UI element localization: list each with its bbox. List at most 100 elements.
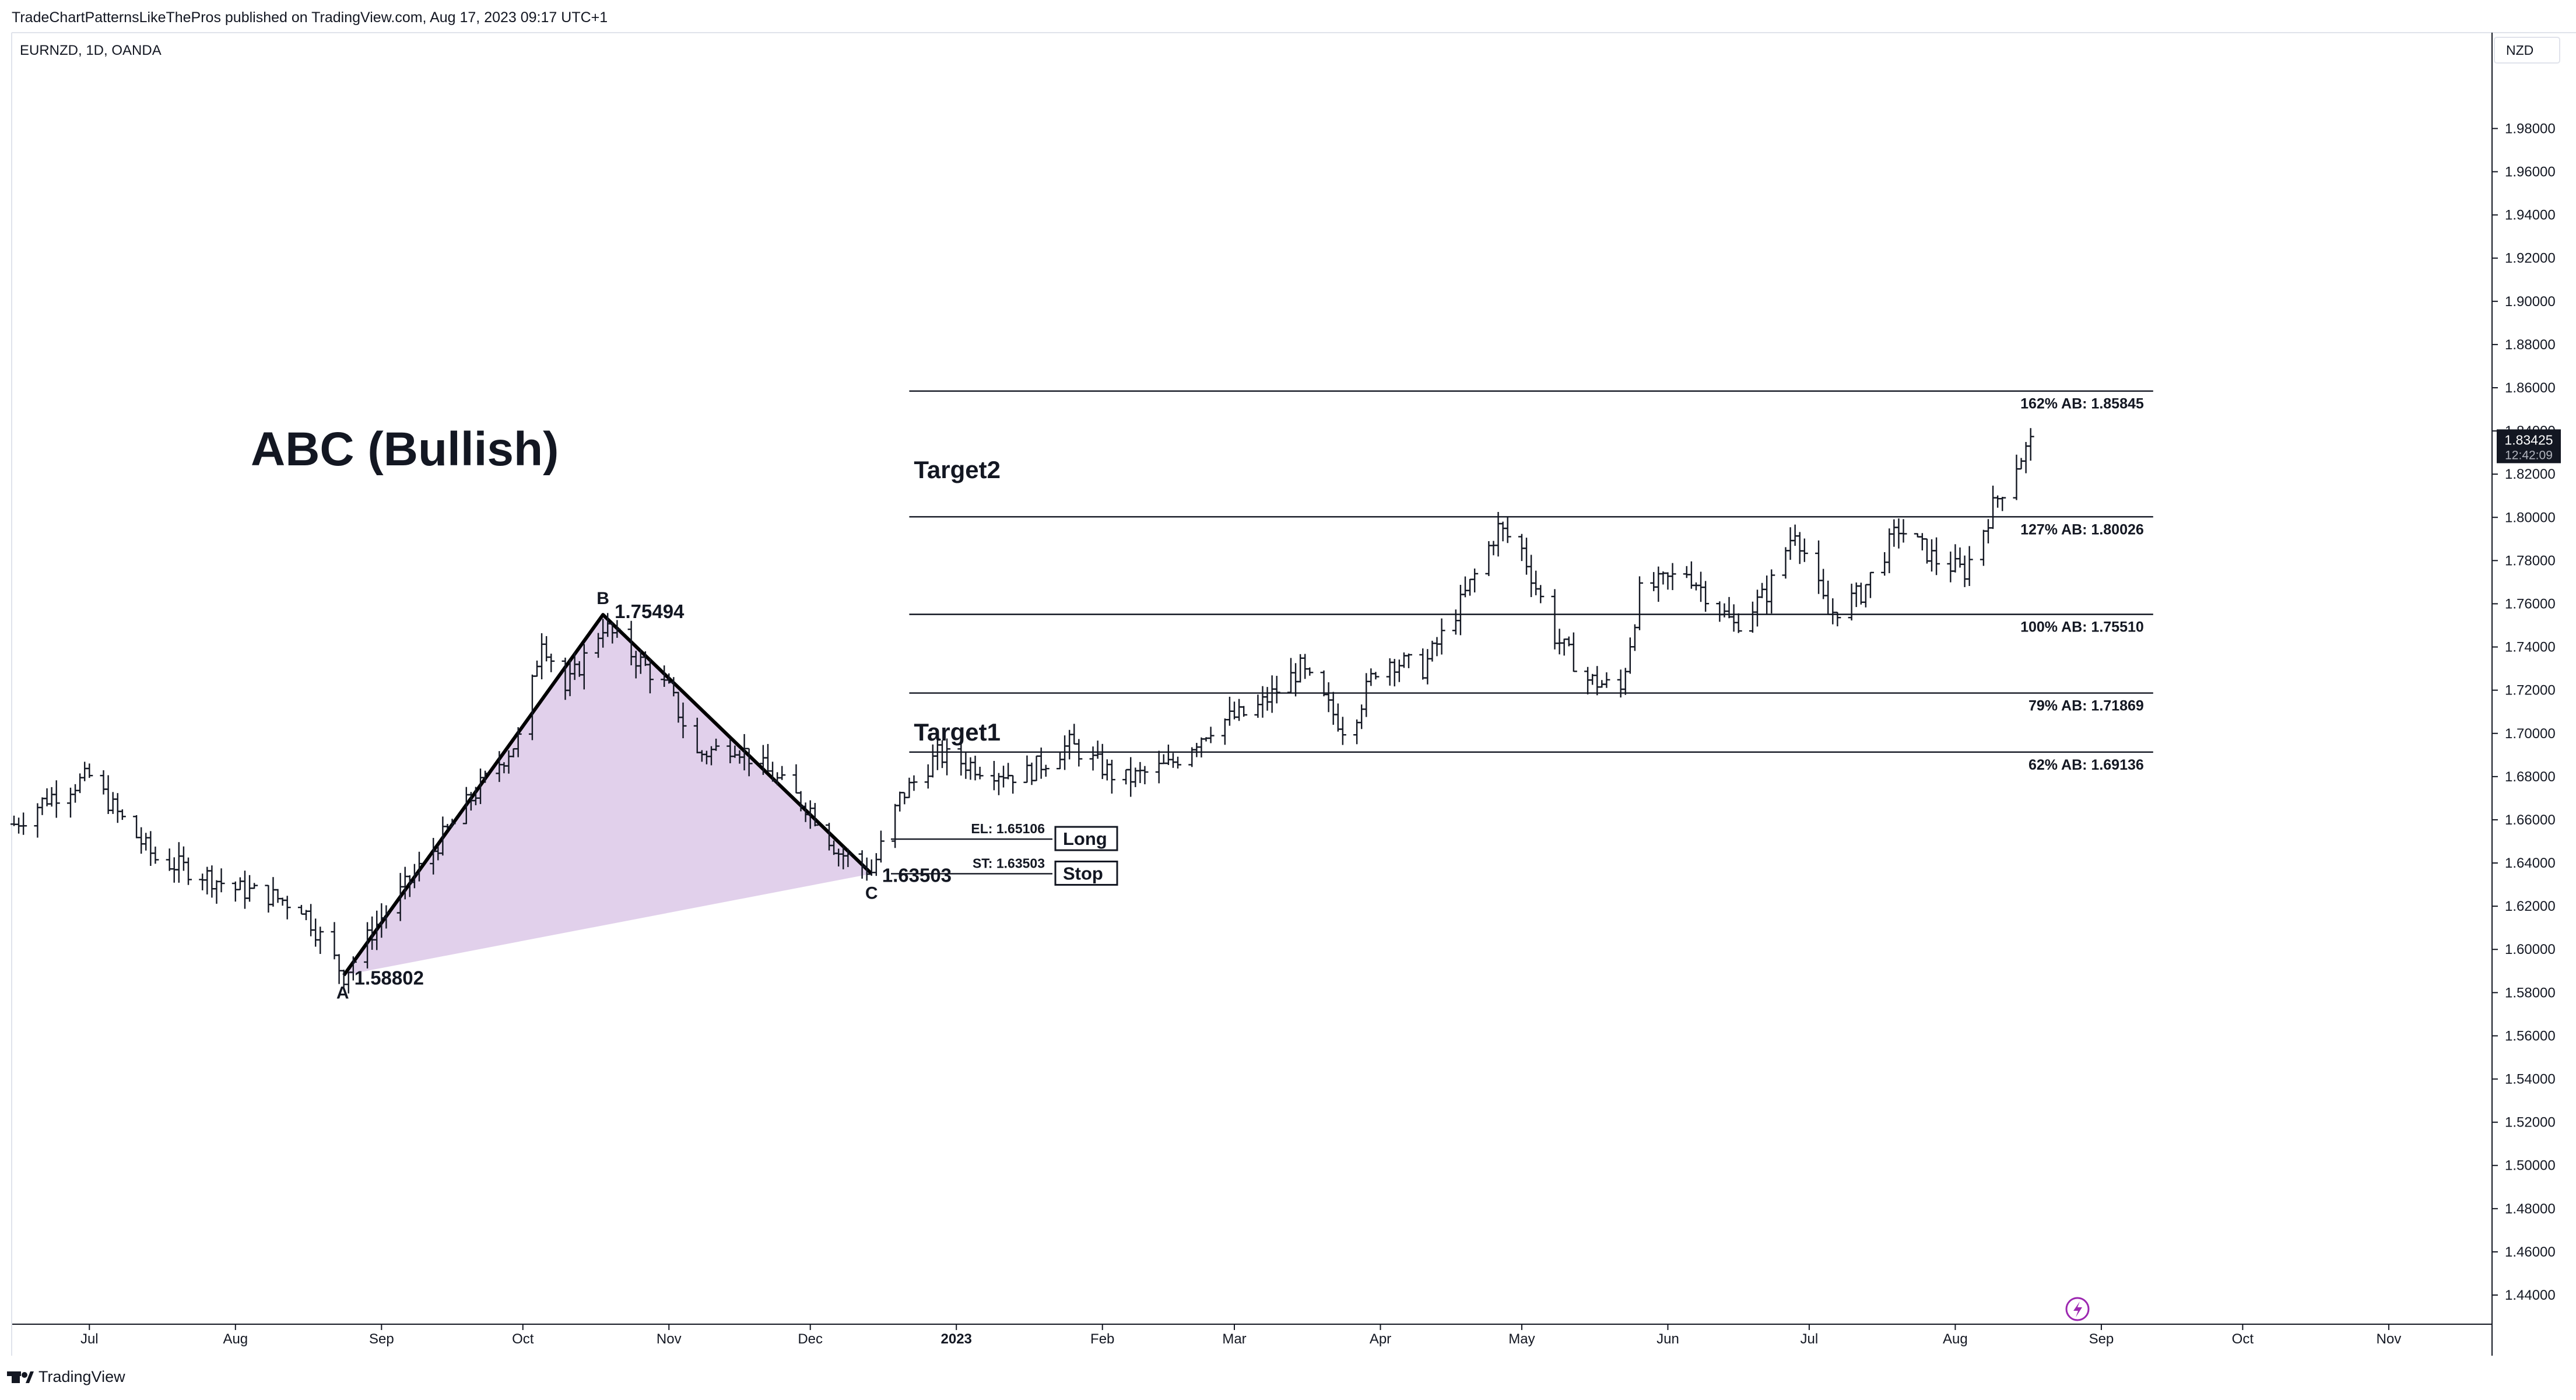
ohlc-bar: [1560, 638, 1568, 656]
ohlc-bar: [1292, 663, 1300, 697]
ohlc-bar: [1329, 692, 1337, 725]
ohlc-bar: [1273, 676, 1280, 704]
y-tick-label: 1.94000: [2505, 208, 2556, 223]
ohlc-bar: [1749, 601, 1756, 633]
ohlc-bar: [147, 831, 155, 866]
tradingview-brand[interactable]: TradingView: [38, 1368, 125, 1385]
ohlc-bar: [1687, 561, 1695, 589]
ohlc-bar: [1716, 601, 1724, 622]
ohlc-bar: [967, 757, 974, 780]
ohlc-bar: [1264, 687, 1271, 711]
x-tick-label: Sep: [2089, 1331, 2114, 1347]
long-tag-box[interactable]: [1054, 826, 1118, 851]
stop-tag: Stop: [1063, 863, 1103, 883]
point-a-value: 1.58802: [355, 967, 424, 989]
long-tag: Long: [1063, 829, 1107, 849]
ohlc-bar: [976, 766, 984, 780]
chart-frame: [11, 32, 2576, 1356]
ohlc-bar: [1433, 637, 1441, 657]
ohlc-bar: [1075, 739, 1083, 767]
y-tick-label: 1.60000: [2505, 942, 2556, 957]
ohlc-bar: [2013, 454, 2020, 500]
point-b-value: 1.75494: [615, 601, 685, 622]
stop-tag-box[interactable]: [1054, 860, 1118, 886]
ohlc-bar: [906, 777, 913, 798]
ohlc-bar: [114, 793, 121, 823]
ohlc-bar: [1236, 699, 1243, 721]
ohlc-bar: [778, 766, 786, 780]
y-tick-label: 1.76000: [2505, 596, 2556, 612]
ohlc-bar: [1759, 583, 1766, 598]
ohlc-bar: [48, 787, 55, 807]
ohlc-bar: [269, 877, 277, 907]
ohlc-bar: [1994, 495, 2002, 508]
ohlc-bar: [872, 853, 880, 876]
price-bars: [10, 428, 2034, 994]
ohlc-bar: [1636, 576, 1643, 630]
ohlc-bar: [943, 738, 951, 776]
ohlc-bar: [1730, 604, 1738, 632]
ohlc-bar: [1169, 753, 1177, 768]
ohlc-bar: [1301, 654, 1309, 679]
y-tick-label: 1.90000: [2505, 294, 2556, 310]
ohlc-bar: [1057, 752, 1064, 770]
annotations: ABC (Bullish) Target2 Target1 EL: 1.65106 Lo…: [251, 423, 2090, 1321]
y-tick-label: 1.92000: [2505, 251, 2556, 266]
ohlc-bar: [580, 644, 588, 690]
y-tick-label: 1.78000: [2505, 553, 2556, 569]
ohlc-bar: [142, 833, 150, 851]
footer: TradingView: [7, 1368, 125, 1385]
ohlc-bar: [1980, 529, 1987, 566]
ohlc-bar: [1141, 766, 1149, 785]
ohlc-bar: [20, 812, 27, 835]
currency-text[interactable]: NZD: [2506, 43, 2533, 58]
ohlc-bar: [1664, 572, 1672, 590]
fib-level-label: 127% AB: 1.80026: [2020, 521, 2144, 538]
ohlc-bar: [1528, 555, 1535, 598]
y-tick-label: 1.82000: [2505, 466, 2556, 482]
ohlc-bar: [1532, 570, 1540, 595]
ohlc-bar: [1174, 756, 1182, 769]
x-tick-label: Apr: [1370, 1331, 1391, 1347]
published-by-text: TradeChartPatternsLikeThePros published …: [12, 9, 608, 26]
y-tick-label: 1.64000: [2505, 855, 2556, 871]
y-tick-label: 1.62000: [2505, 899, 2556, 914]
x-tick-label: Aug: [223, 1331, 248, 1347]
ohlc-bar: [335, 954, 343, 984]
ohlc-bar: [1419, 648, 1427, 680]
x-tick-label: Aug: [1943, 1331, 1968, 1347]
ohlc-bar: [2017, 458, 2025, 470]
x-tick-label: Mar: [1222, 1331, 1246, 1347]
ohlc-bar: [1071, 724, 1078, 745]
symbol-text[interactable]: EURNZD, 1D, OANDA: [20, 43, 162, 58]
ohlc-bar: [1438, 618, 1445, 655]
ohlc-bar: [538, 633, 546, 680]
x-axis: Jul Aug Sep Oct Nov Dec 2023 Feb Mar Apr May Jun Jul…: [80, 1324, 2401, 1347]
ohlc-bar: [72, 784, 79, 803]
ohlc-bar: [1400, 652, 1408, 668]
y-tick-label: 1.70000: [2505, 726, 2556, 742]
fib-level-label: 100% AB: 1.75510: [2020, 619, 2144, 636]
ohlc-bar: [1108, 760, 1115, 794]
ohlc-bar: [1594, 666, 1601, 696]
lightning-icon[interactable]: [2065, 1297, 2090, 1321]
ohlc-bar: [1306, 667, 1314, 676]
target-label: Target1: [914, 718, 1001, 746]
y-tick-label: 1.48000: [2505, 1201, 2556, 1217]
ohlc-bar: [1221, 718, 1229, 745]
ohlc-bar: [100, 770, 107, 795]
header: TradeChartPatternsLikeThePros published …: [12, 9, 2560, 64]
point-c-value: 1.63503: [882, 864, 952, 886]
ohlc-bar: [1820, 569, 1827, 599]
ohlc-bar: [1551, 589, 1559, 650]
pattern-title: ABC (Bullish): [251, 423, 559, 476]
ohlc-bar: [1918, 533, 1926, 550]
ohlc-bar: [1089, 746, 1097, 771]
ohlc-bar: [312, 918, 320, 947]
ohlc-bar: [1791, 524, 1799, 546]
abc-legs: [342, 613, 873, 977]
ohlc-bar: [1626, 637, 1634, 674]
y-tick-label: 1.56000: [2505, 1028, 2556, 1044]
